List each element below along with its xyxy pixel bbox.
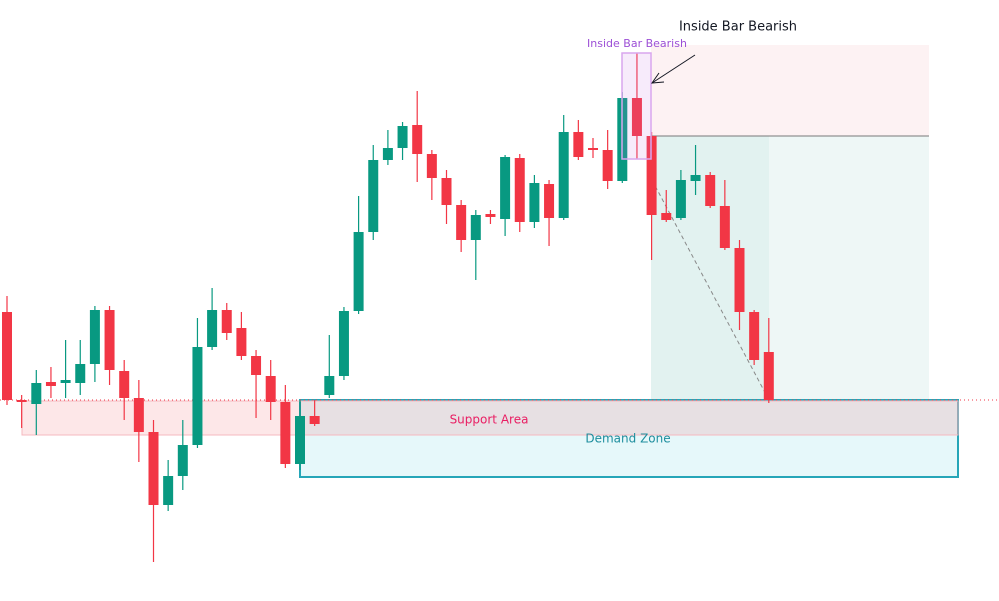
demand-label: Demand Zone bbox=[585, 432, 670, 446]
candle-body bbox=[251, 356, 262, 375]
candle-body bbox=[588, 148, 598, 150]
candle-body bbox=[500, 157, 511, 219]
candle-body bbox=[45, 382, 56, 386]
candle-body bbox=[119, 371, 130, 398]
candle-body bbox=[75, 364, 86, 383]
callout-label: Inside Bar Bearish bbox=[679, 20, 797, 35]
candle-body bbox=[353, 232, 364, 311]
candle-body bbox=[265, 376, 276, 402]
candle-body bbox=[675, 180, 686, 218]
candle-body bbox=[470, 215, 481, 240]
candle-body bbox=[177, 445, 188, 476]
candle-body bbox=[382, 148, 393, 160]
candle-body bbox=[558, 132, 569, 218]
candle-body bbox=[309, 416, 320, 424]
candle-body bbox=[734, 248, 745, 312]
support-label: Support Area bbox=[450, 413, 529, 427]
stop-zone bbox=[651, 45, 929, 136]
candle-body bbox=[397, 126, 408, 148]
candle-body bbox=[529, 183, 540, 222]
candle-body bbox=[719, 206, 730, 248]
candle-body bbox=[16, 400, 27, 402]
candle-body bbox=[573, 132, 584, 157]
candle-body bbox=[514, 158, 525, 222]
candle-body bbox=[690, 175, 701, 181]
candle-body bbox=[89, 310, 100, 364]
candle-body bbox=[426, 154, 437, 178]
candle-body bbox=[544, 184, 555, 218]
candle-body bbox=[104, 310, 115, 370]
candle-body bbox=[148, 432, 159, 505]
candles bbox=[2, 53, 774, 562]
candle-body bbox=[485, 214, 496, 217]
candle-body bbox=[456, 205, 467, 240]
candle-body bbox=[60, 380, 71, 383]
inside-bar-box bbox=[621, 52, 652, 160]
candle-body bbox=[631, 98, 642, 136]
candle-body bbox=[602, 150, 613, 181]
candle-body bbox=[280, 402, 291, 464]
candle-body bbox=[324, 376, 335, 395]
candle-body bbox=[295, 416, 305, 464]
candle-body bbox=[763, 352, 774, 400]
candle-body bbox=[749, 312, 760, 360]
candle-body bbox=[2, 312, 12, 400]
candle-body bbox=[192, 347, 203, 445]
callout-arrowhead bbox=[650, 72, 665, 84]
candle-body bbox=[338, 311, 349, 376]
candle-body bbox=[207, 310, 218, 347]
candle-body bbox=[705, 175, 716, 206]
callout-arrow bbox=[651, 54, 696, 84]
candle-body bbox=[661, 213, 672, 220]
candle-body bbox=[441, 178, 452, 205]
candle-body bbox=[236, 328, 247, 356]
candle-body bbox=[163, 476, 174, 505]
candle-body bbox=[646, 136, 657, 215]
candle-body bbox=[368, 160, 379, 232]
candle-body bbox=[31, 383, 42, 404]
candle-body bbox=[221, 310, 232, 333]
inside-bar-label: Inside Bar Bearish bbox=[587, 37, 687, 50]
candle-body bbox=[133, 398, 144, 432]
candle-body bbox=[412, 125, 423, 154]
